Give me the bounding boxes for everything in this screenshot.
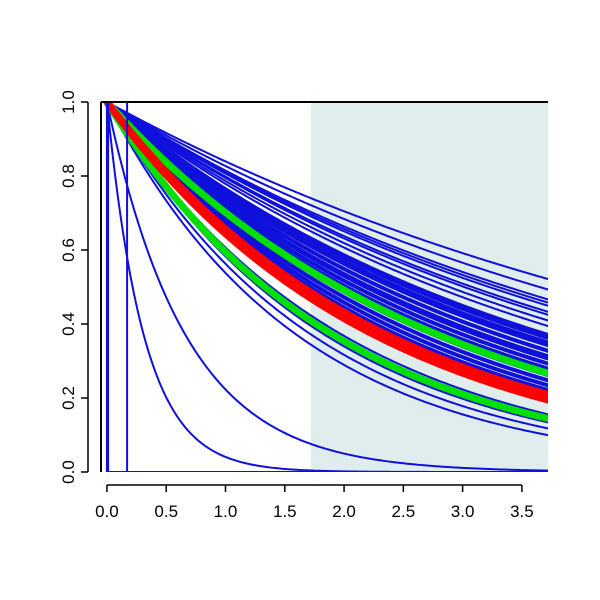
blue-curve bbox=[105, 102, 548, 472]
curve-group bbox=[103, 102, 548, 472]
x-tick-label: 1.5 bbox=[273, 502, 297, 521]
green-curve bbox=[103, 102, 548, 423]
x-tick-label: 1.0 bbox=[214, 502, 238, 521]
y-tick-label: 0.2 bbox=[59, 386, 78, 410]
blue-curve bbox=[105, 102, 548, 437]
red-curve bbox=[103, 102, 548, 404]
x-tick-label: 3.5 bbox=[510, 502, 534, 521]
x-tick-label: 0.5 bbox=[154, 502, 178, 521]
x-tick-label: 3.0 bbox=[451, 502, 475, 521]
step-curve bbox=[106, 102, 548, 472]
x-axis: 0.0 0.5 1.0 1.5 2.0 2.5 3.0 3.5 bbox=[95, 484, 534, 521]
y-tick-label: 1.0 bbox=[59, 90, 78, 114]
step-curve bbox=[106, 102, 548, 472]
x-tick-label: 2.0 bbox=[332, 502, 356, 521]
y-tick-label: 0.8 bbox=[59, 164, 78, 188]
y-tick-label: 0.0 bbox=[59, 460, 78, 484]
x-tick-label: 2.5 bbox=[392, 502, 416, 521]
y-tick-label: 0.6 bbox=[59, 238, 78, 262]
y-tick-label: 0.4 bbox=[59, 312, 78, 336]
step-curve bbox=[105, 102, 548, 472]
y-axis: 0.0 0.2 0.4 0.6 0.8 1.0 bbox=[59, 90, 89, 484]
x-tick-label: 0.0 bbox=[95, 502, 119, 521]
